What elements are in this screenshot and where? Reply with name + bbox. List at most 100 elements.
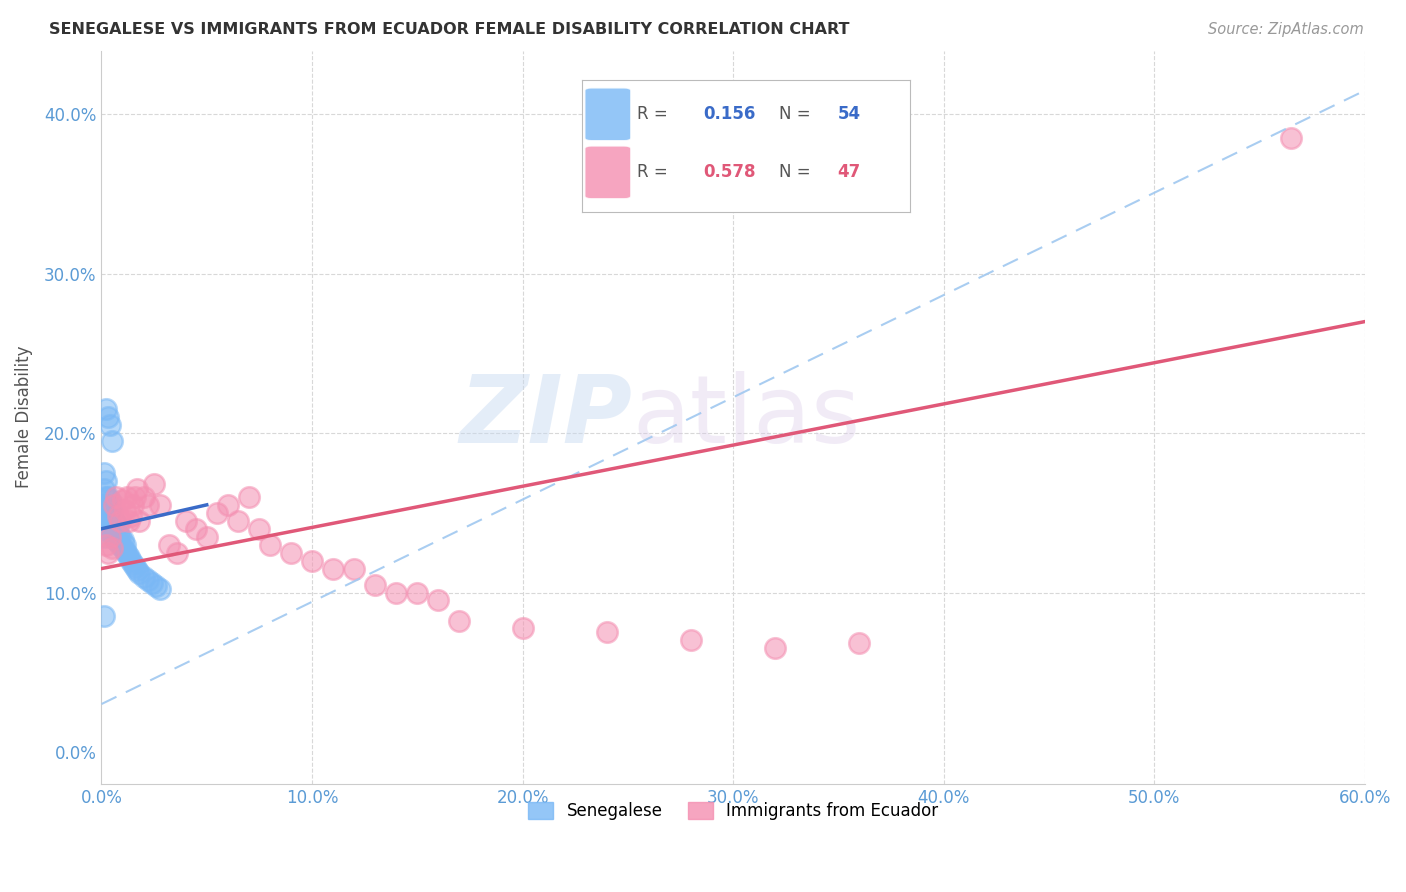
Point: [93, 482, 115, 496]
Point: [98, 493, 121, 508]
Point: [228, 514, 250, 528]
Point: [143, 477, 166, 491]
Point: [114, 502, 136, 516]
Point: [136, 573, 159, 587]
Point: [98, 502, 121, 516]
Point: [101, 541, 124, 555]
Point: [107, 508, 129, 523]
Point: [107, 528, 129, 542]
Point: [97, 514, 120, 528]
Text: Source: ZipAtlas.com: Source: ZipAtlas.com: [1208, 22, 1364, 37]
Point: [93, 466, 115, 480]
Point: [97, 546, 120, 560]
Point: [128, 514, 150, 528]
Point: [166, 546, 188, 560]
Point: [406, 585, 429, 599]
Point: [127, 563, 149, 577]
Point: [110, 530, 132, 544]
Point: [512, 621, 534, 635]
Point: [103, 498, 125, 512]
Point: [247, 522, 270, 536]
Point: [128, 566, 150, 581]
Point: [97, 490, 120, 504]
Text: SENEGALESE VS IMMIGRANTS FROM ECUADOR FEMALE DISABILITY CORRELATION CHART: SENEGALESE VS IMMIGRANTS FROM ECUADOR FE…: [49, 22, 849, 37]
Point: [105, 490, 128, 504]
Point: [364, 577, 387, 591]
Text: ZIP: ZIP: [460, 371, 633, 463]
Point: [101, 506, 124, 520]
Point: [174, 514, 197, 528]
Point: [98, 510, 121, 524]
Point: [679, 633, 702, 648]
Point: [115, 490, 138, 504]
Point: [238, 490, 260, 504]
Point: [114, 544, 136, 558]
Point: [107, 520, 129, 534]
Point: [207, 506, 229, 520]
Point: [145, 579, 167, 593]
Point: [110, 514, 132, 528]
Point: [94, 538, 117, 552]
Point: [115, 547, 138, 561]
Point: [93, 609, 115, 624]
Point: [94, 498, 117, 512]
Point: [259, 538, 281, 552]
Point: [107, 534, 129, 549]
Point: [848, 636, 870, 650]
Point: [103, 522, 125, 536]
Point: [763, 641, 786, 656]
Point: [157, 538, 180, 552]
Point: [97, 522, 120, 536]
Point: [449, 614, 471, 628]
Point: [111, 533, 134, 547]
Point: [111, 493, 134, 508]
Point: [136, 498, 159, 512]
Point: [101, 522, 124, 536]
Point: [280, 546, 302, 560]
Point: [94, 402, 117, 417]
Y-axis label: Female Disability: Female Disability: [15, 346, 32, 489]
Point: [301, 554, 323, 568]
Point: [105, 516, 128, 531]
Point: [110, 538, 132, 552]
Point: [97, 506, 120, 520]
Point: [98, 518, 121, 533]
Point: [94, 490, 117, 504]
Point: [186, 522, 208, 536]
Point: [596, 625, 619, 640]
Point: [120, 554, 142, 568]
Point: [114, 538, 136, 552]
Point: [120, 508, 142, 523]
Point: [101, 434, 124, 449]
Point: [118, 514, 141, 528]
Point: [127, 482, 149, 496]
Point: [149, 498, 172, 512]
Point: [1279, 131, 1302, 145]
Point: [385, 585, 408, 599]
Point: [97, 498, 120, 512]
Point: [122, 557, 145, 571]
Point: [132, 569, 155, 583]
Legend: Senegalese, Immigrants from Ecuador: Senegalese, Immigrants from Ecuador: [522, 795, 945, 827]
Point: [149, 582, 172, 597]
Point: [94, 514, 117, 528]
Point: [97, 410, 120, 425]
Point: [105, 524, 128, 539]
Point: [101, 528, 124, 542]
Point: [93, 530, 115, 544]
Point: [122, 498, 145, 512]
Text: atlas: atlas: [633, 371, 860, 463]
Point: [93, 498, 115, 512]
Point: [98, 524, 121, 539]
Point: [111, 541, 134, 555]
Point: [124, 490, 146, 504]
Point: [103, 530, 125, 544]
Point: [105, 533, 128, 547]
Point: [322, 561, 344, 575]
Point: [195, 530, 218, 544]
Point: [101, 514, 124, 528]
Point: [98, 530, 121, 544]
Point: [94, 474, 117, 488]
Point: [343, 561, 366, 575]
Point: [427, 593, 450, 607]
